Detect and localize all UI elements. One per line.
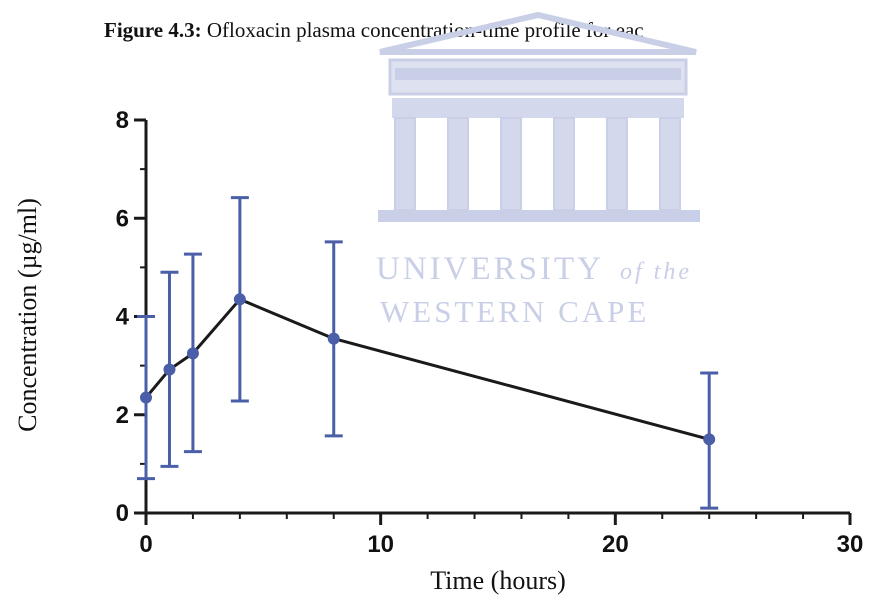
y-tick-label: 0 (116, 500, 129, 527)
data-point (186, 347, 199, 360)
watermark-line1-main: UNIVERSITY (376, 251, 603, 287)
watermark-line2: WESTERN CAPE (380, 294, 649, 329)
watermark-column-3 (500, 117, 522, 211)
series-line (144, 297, 710, 441)
data-point (327, 332, 340, 345)
watermark-base (378, 210, 700, 222)
watermark-column-1 (394, 117, 416, 211)
chart-plot-area (137, 196, 719, 510)
data-point (703, 433, 716, 446)
y-tick-label: 6 (116, 205, 129, 232)
watermark-frieze (395, 68, 681, 80)
x-tick-label: 0 (139, 531, 152, 558)
watermark-column-4 (553, 117, 575, 211)
y-tick-label: 8 (116, 107, 129, 134)
y-tick-label: 4 (116, 304, 130, 331)
watermark-column-6 (659, 117, 681, 211)
watermark-line1: UNIVERSITY of the (376, 251, 692, 287)
y-tick-label: 2 (116, 402, 129, 429)
watermark-column-5 (606, 117, 628, 211)
watermark-column-2 (447, 117, 469, 211)
data-point (233, 293, 246, 306)
x-axis-title: Time (hours) (430, 566, 566, 595)
chart-axes: 0 2 4 6 8 0 10 20 30 (116, 107, 864, 558)
watermark-beam (392, 98, 684, 118)
x-tick-label: 30 (837, 531, 864, 558)
data-point (163, 363, 176, 376)
y-axis-title: Concentration (µg/ml) (13, 198, 42, 432)
watermark-pediment (379, 11, 697, 55)
x-tick-label: 20 (602, 531, 629, 558)
figure-caption-label: Figure 4.3: (104, 18, 202, 42)
university-watermark: UNIVERSITY of the WESTERN CAPE (376, 11, 700, 329)
data-point (140, 391, 152, 404)
watermark-columns (394, 117, 681, 211)
x-tick-label: 10 (367, 531, 394, 558)
watermark-line1-italic: of the (620, 259, 692, 285)
